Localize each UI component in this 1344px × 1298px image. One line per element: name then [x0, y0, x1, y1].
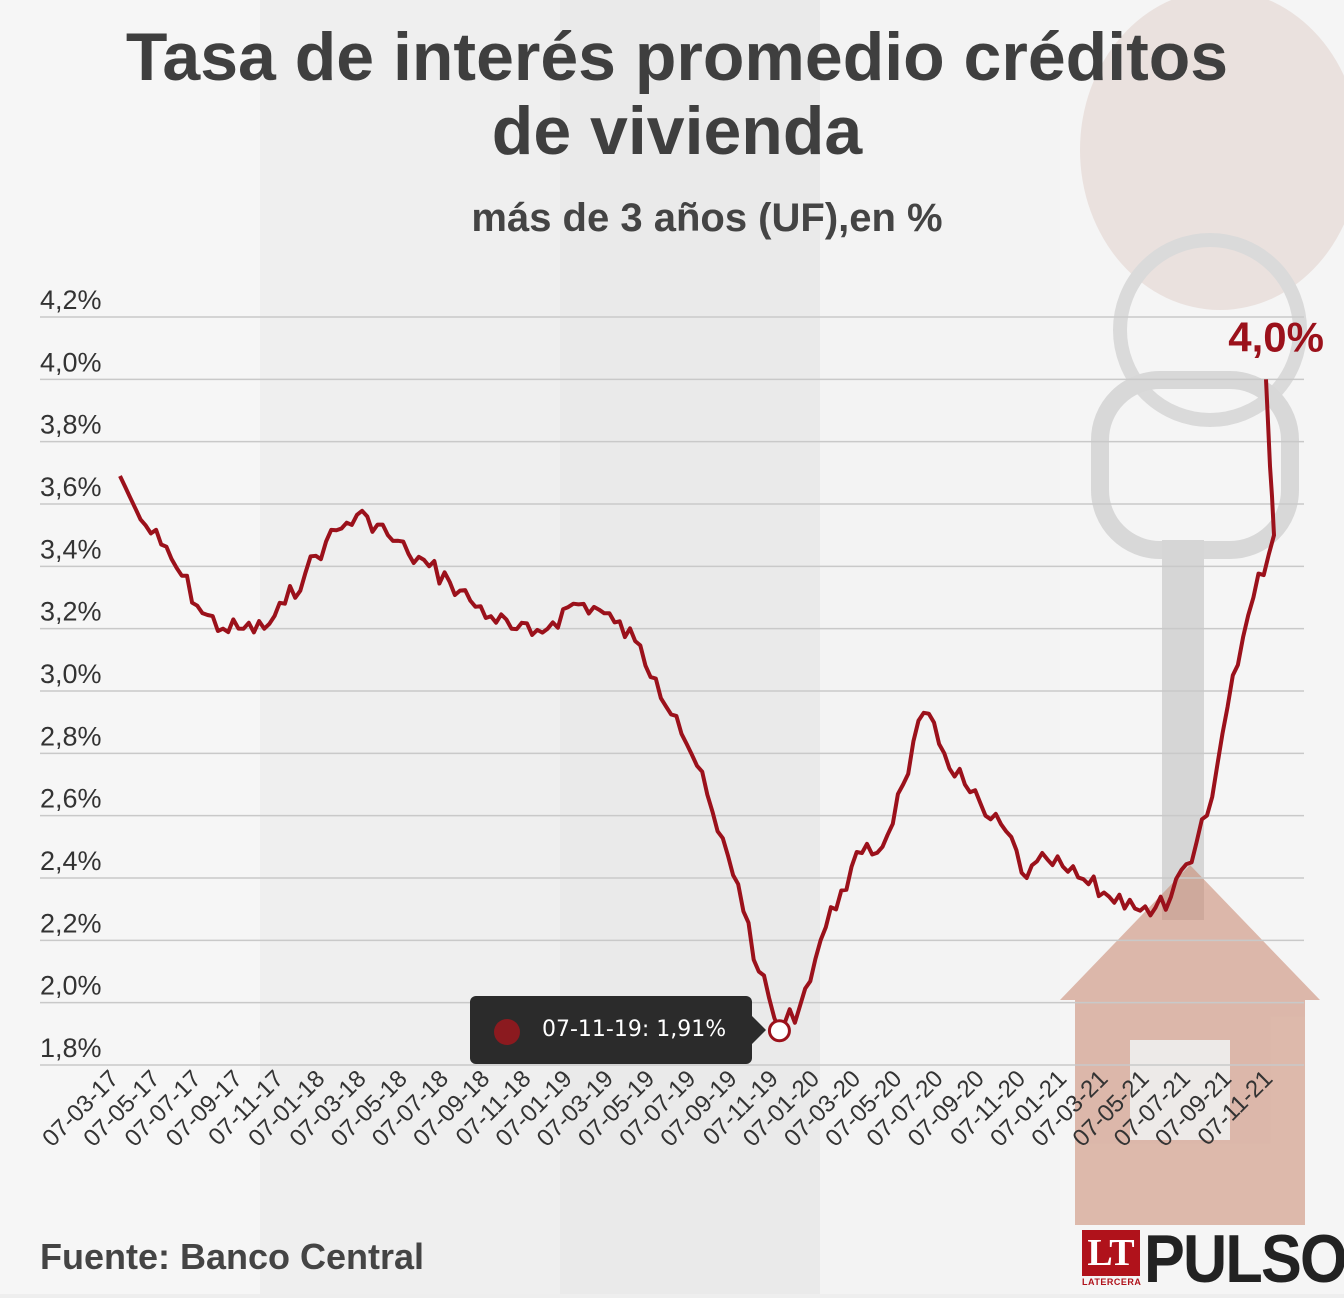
y-tick-label: 2,4%	[40, 846, 102, 876]
last-value-label: 4,0%	[1228, 313, 1324, 360]
y-axis-ticks: 1,8% 2,0% 2,2% 2,4% 2,6% 2,8% 3,0% 3,2% 3,4% 3,6%…	[40, 285, 102, 1063]
x-axis-ticks: 07-03-1707-05-1707-07-1707-09-1707-11-17…	[37, 1065, 1278, 1152]
source-note: Fuente: Banco Central	[40, 1236, 425, 1277]
chart-subtitle: más de 3 años (UF),en %	[471, 196, 943, 240]
y-tick-label: 3,8%	[40, 410, 102, 440]
y-tick-label: 1,8%	[40, 1033, 102, 1063]
chart-title-line1: Tasa de interés promedio créditos	[125, 19, 1229, 95]
pulso-wordmark: PULSO	[1144, 1221, 1344, 1297]
chart-title-line2: de vivienda	[491, 93, 863, 169]
y-tick-label: 3,6%	[40, 472, 102, 502]
y-tick-label: 2,0%	[40, 971, 102, 1001]
chart-tooltip: 07-11-19: 1,91%	[470, 996, 766, 1064]
y-tick-label: 3,0%	[40, 659, 102, 689]
lt-logo-box: LT	[1082, 1230, 1140, 1276]
series-line[interactable]	[118, 379, 1276, 1033]
y-tick-label: 3,4%	[40, 534, 102, 564]
y-tick-label: 3,2%	[40, 597, 102, 627]
hand-shape	[1080, 0, 1344, 310]
y-tick-label: 4,2%	[40, 285, 102, 315]
y-tick-label: 2,8%	[40, 721, 102, 751]
key-blade	[1162, 540, 1204, 920]
y-tick-label: 2,2%	[40, 908, 102, 938]
y-tick-label: 4,0%	[40, 347, 102, 377]
pulso-logo: LT LATERCERA PULSO	[1082, 1221, 1344, 1297]
lt-logo-subtext: LATERCERA	[1082, 1277, 1142, 1287]
house-keychain	[1060, 865, 1320, 1225]
key-ring	[1113, 233, 1307, 427]
grid-lines	[40, 316, 1304, 1066]
tooltip-series-dot	[494, 1019, 520, 1045]
y-tick-label: 2,6%	[40, 784, 102, 814]
tooltip-text: 07-11-19: 1,91%	[542, 1017, 727, 1042]
hover-point[interactable]	[767, 1019, 791, 1043]
